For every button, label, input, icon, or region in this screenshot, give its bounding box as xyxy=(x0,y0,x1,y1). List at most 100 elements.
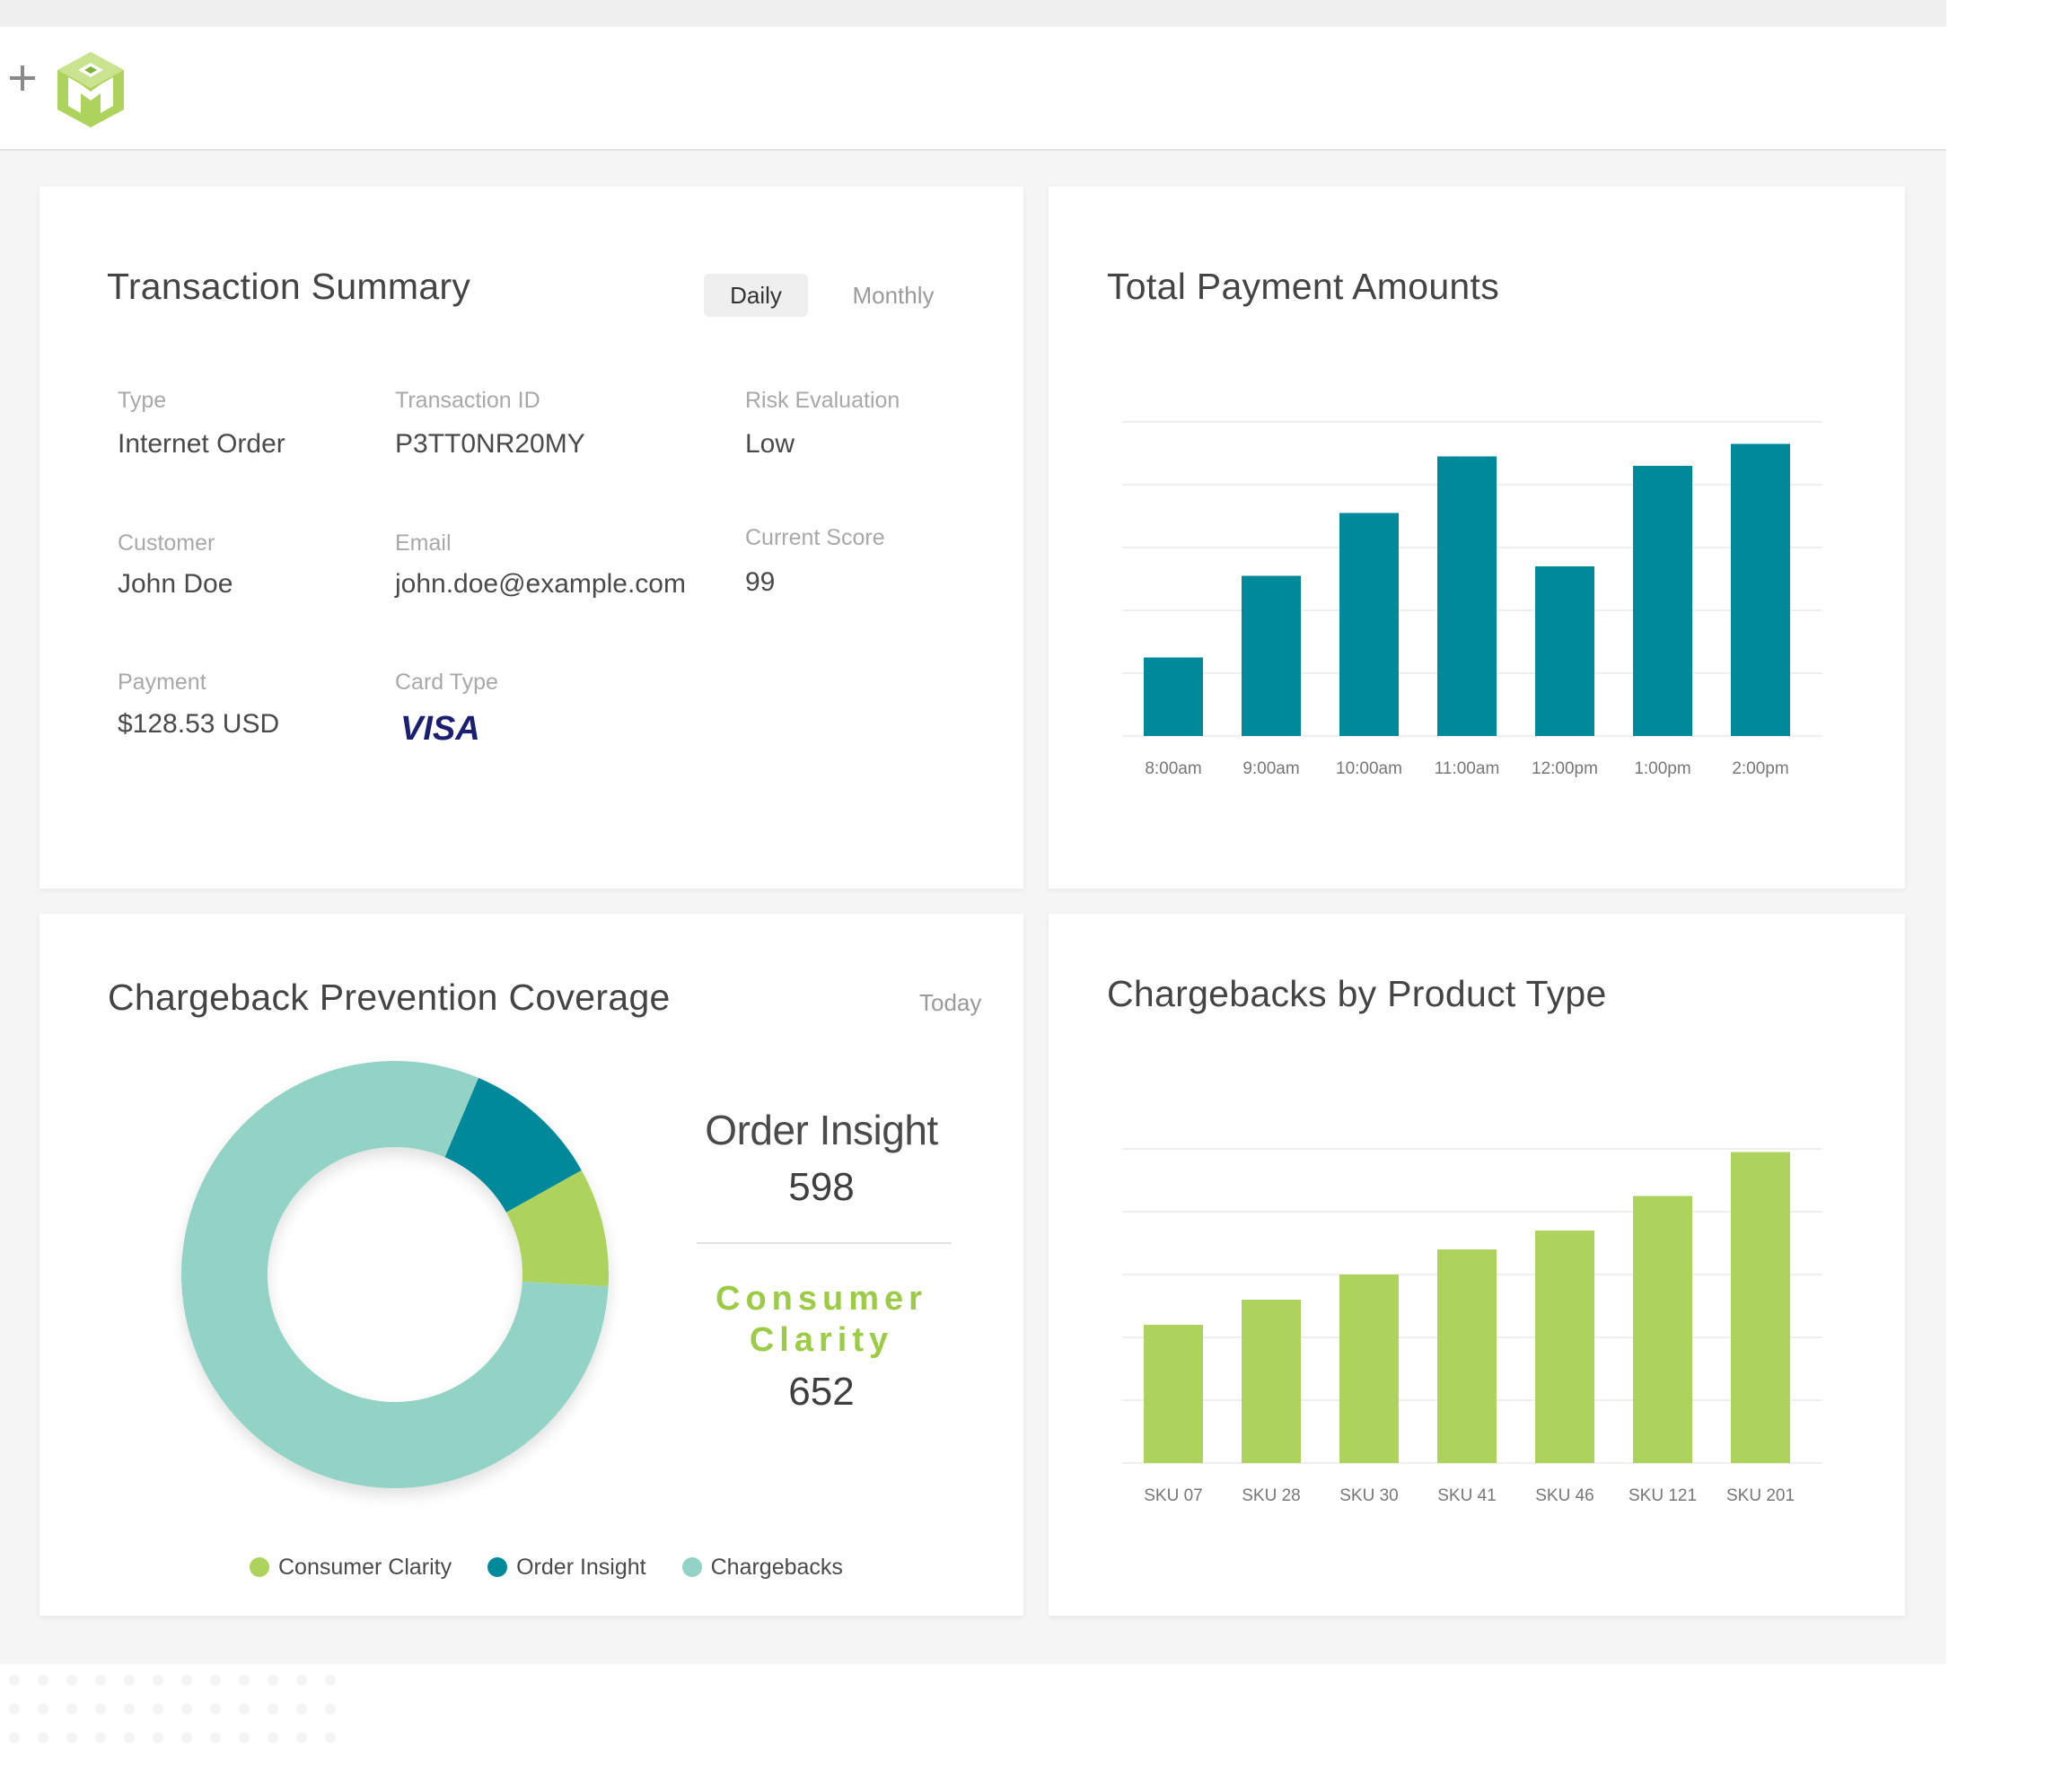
payments-tick-label: 2:00pm xyxy=(1732,759,1788,778)
top-strip xyxy=(0,0,1946,27)
legend-item-chargebacks: Chargebacks xyxy=(681,1554,843,1581)
decorative-dot xyxy=(325,1675,336,1686)
customer-value: John Doe xyxy=(118,569,233,599)
legend-label: Order Insight xyxy=(516,1554,646,1580)
decorative-dot xyxy=(296,1704,307,1714)
product-type-title: Chargebacks by Product Type xyxy=(1107,973,1607,1014)
current-score-value: 99 xyxy=(745,567,776,597)
products-bar-sku-201[interactable] xyxy=(1731,1152,1790,1464)
payments-tick-label: 1:00pm xyxy=(1634,759,1690,778)
decorative-dot xyxy=(66,1732,77,1743)
decorative-dot xyxy=(296,1675,307,1686)
decorative-dot xyxy=(325,1732,336,1743)
products-tick-label: SKU 07 xyxy=(1144,1486,1202,1505)
monthly-toggle-button[interactable]: Monthly xyxy=(852,282,935,309)
visa-card-icon: VISA xyxy=(400,710,480,745)
brand-logo-icon[interactable] xyxy=(54,50,127,129)
products-bar-sku-121[interactable] xyxy=(1633,1196,1692,1464)
legend-label: Chargebacks xyxy=(710,1554,843,1580)
customer-label: Customer xyxy=(118,530,215,556)
decorative-dot xyxy=(210,1675,221,1686)
consumer-clarity-logo-line1: Consumer xyxy=(716,1280,927,1318)
legend-item-order-insight: Order Insight xyxy=(487,1555,646,1581)
products-tick-label: SKU 28 xyxy=(1242,1486,1300,1505)
decorative-dot xyxy=(38,1704,48,1714)
plus-icon[interactable] xyxy=(7,63,38,93)
decorative-dot xyxy=(95,1675,106,1686)
products-tick-label: SKU 201 xyxy=(1726,1486,1795,1505)
products-bar-sku-41[interactable] xyxy=(1437,1249,1497,1463)
decorative-dot xyxy=(9,1732,20,1743)
decorative-dot xyxy=(66,1675,77,1686)
decorative-dot xyxy=(268,1704,278,1714)
decorative-dot xyxy=(210,1732,221,1743)
legend-dot-chargebacks xyxy=(681,1557,702,1577)
decorative-dot xyxy=(210,1704,221,1714)
payments-bar-8-00am[interactable] xyxy=(1144,657,1203,737)
legend-item-consumer-clarity: Consumer Clarity xyxy=(250,1555,452,1581)
decorative-dot xyxy=(181,1704,192,1714)
decorative-dot xyxy=(268,1732,278,1743)
app-header xyxy=(0,27,1946,151)
risk-evaluation-value: Low xyxy=(745,429,795,459)
products-tick-label: SKU 30 xyxy=(1339,1486,1398,1505)
consumer-clarity-logo-line2: Clarity xyxy=(749,1321,894,1359)
coverage-legend: Consumer Clarity Order Insight Chargebac… xyxy=(250,1551,879,1583)
decorative-dot xyxy=(38,1732,48,1743)
decorative-dot xyxy=(9,1704,20,1714)
donut-slice-chargebacks[interactable] xyxy=(181,1061,609,1488)
payments-tick-label: 10:00am xyxy=(1336,759,1402,778)
decorative-dot xyxy=(66,1704,77,1714)
decorative-dot xyxy=(38,1675,48,1686)
decorative-dot xyxy=(181,1675,192,1686)
transaction-summary-title: Transaction Summary xyxy=(107,266,471,307)
products-bar-sku-07[interactable] xyxy=(1144,1325,1203,1463)
products-tick-label: SKU 41 xyxy=(1437,1486,1496,1505)
payments-bar-9-00am[interactable] xyxy=(1242,575,1301,737)
current-score-label: Current Score xyxy=(745,525,885,550)
type-value: Internet Order xyxy=(118,429,285,459)
consumer-clarity-logo: Consumer Clarity xyxy=(682,1278,961,1361)
donut-slice-consumer-clarity[interactable] xyxy=(505,1170,609,1287)
products-bar-sku-30[interactable] xyxy=(1339,1275,1399,1463)
legend-dot-order-insight xyxy=(487,1557,508,1577)
coverage-donut-chart xyxy=(181,1061,609,1488)
products-bar-sku-28[interactable] xyxy=(1242,1300,1301,1463)
decorative-dot xyxy=(153,1675,163,1686)
risk-evaluation-label: Risk Evaluation xyxy=(745,388,900,413)
payments-bar-1-00pm[interactable] xyxy=(1633,466,1692,736)
payment-amounts-chart: 8:00am 9:00am 10:00am 11:00am 12:00pm 1:00pm 2… xyxy=(1122,421,1822,778)
donut-slice-order-insight[interactable] xyxy=(444,1077,582,1213)
email-label: Email xyxy=(395,530,452,556)
products-bar-sku-46[interactable] xyxy=(1535,1231,1594,1463)
payments-tick-label: 8:00am xyxy=(1145,759,1201,778)
transaction-summary-card xyxy=(40,187,1023,889)
payments-bar-10-00am[interactable] xyxy=(1339,513,1399,737)
email-value: john.doe@example.com xyxy=(395,569,686,599)
payments-bar-12-00pm[interactable] xyxy=(1535,566,1594,736)
payment-amounts-title: Total Payment Amounts xyxy=(1107,266,1500,307)
payments-bar-11-00am[interactable] xyxy=(1437,456,1497,737)
products-tick-label: SKU 121 xyxy=(1629,1486,1697,1505)
daily-toggle-button[interactable]: Daily xyxy=(704,274,808,317)
legend-dot-consumer-clarity xyxy=(250,1557,269,1577)
order-insight-logo: Order Insight xyxy=(705,1107,938,1153)
transaction-id-label: Transaction ID xyxy=(395,388,540,413)
payments-tick-label: 9:00am xyxy=(1242,759,1299,778)
decorative-dot xyxy=(124,1732,135,1743)
type-label: Type xyxy=(118,388,167,413)
decorative-dot xyxy=(153,1732,163,1743)
period-selector[interactable]: Today xyxy=(919,989,982,1016)
decorative-dot xyxy=(239,1675,250,1686)
decorative-dot xyxy=(239,1732,250,1743)
decorative-dot xyxy=(325,1704,336,1714)
consumer-clarity-value: 652 xyxy=(788,1370,855,1414)
card-type-label: Card Type xyxy=(395,670,498,695)
decorative-dot xyxy=(181,1732,192,1743)
decorative-dot xyxy=(124,1704,135,1714)
visa-wordmark: VISA xyxy=(400,710,480,745)
product-type-chart: SKU 07 SKU 28 SKU 30 SKU 41 SKU 46 SKU 121 SKU… xyxy=(1122,1148,1822,1505)
decorative-dot xyxy=(153,1704,163,1714)
payments-bar-2-00pm[interactable] xyxy=(1731,443,1790,737)
decorative-dot xyxy=(296,1732,307,1743)
